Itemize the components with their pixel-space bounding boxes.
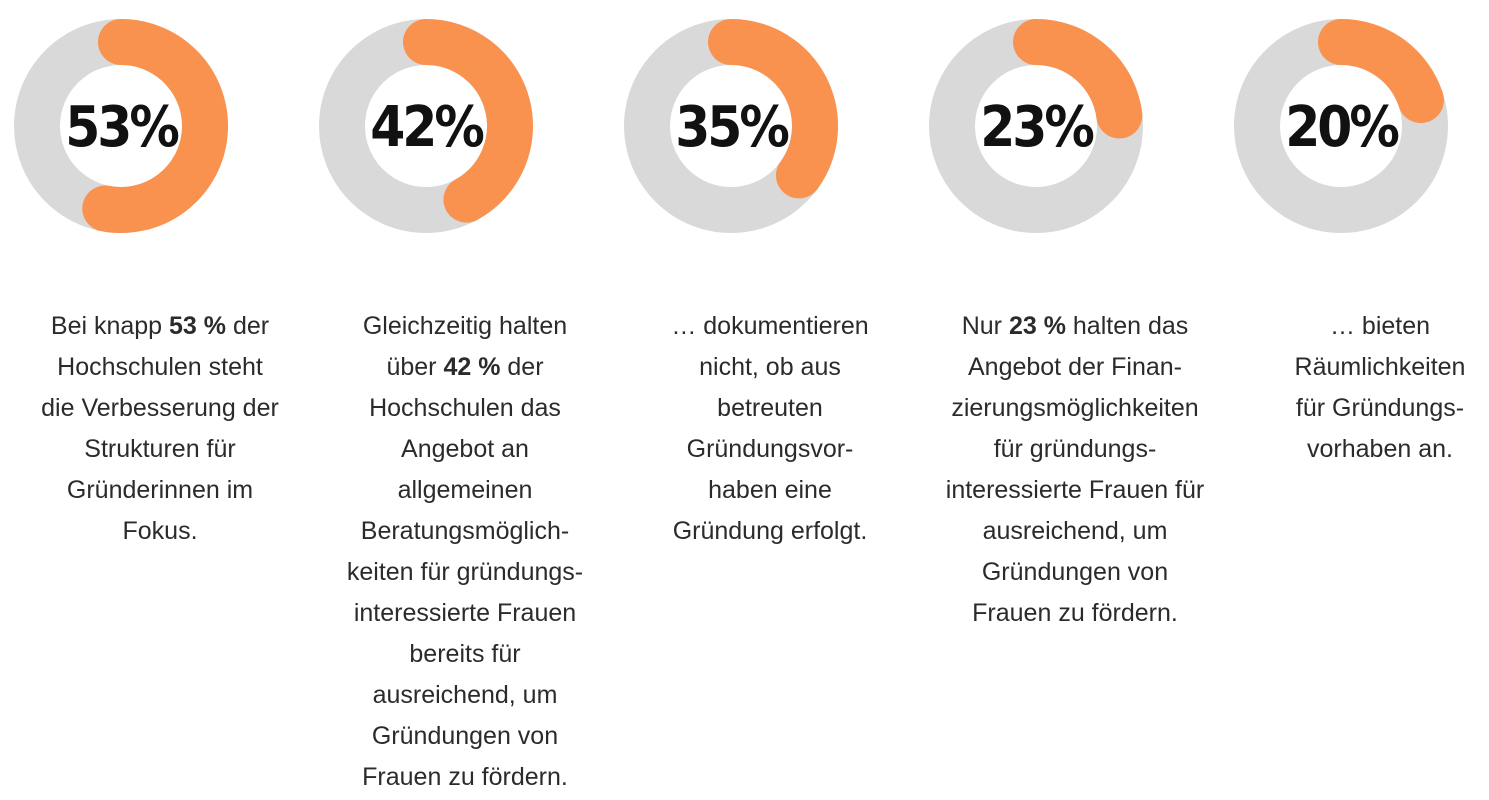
description-line: betreuten (717, 394, 823, 422)
description-line: zierungsmöglichkeiten (951, 394, 1199, 422)
stat-description: … dokumentieren nicht, ob aus betreuten Grü… (625, 306, 915, 552)
description-line: Beratungsmöglich- (360, 517, 570, 545)
description-line: Hochschulen steht (57, 353, 263, 381)
donut-value-arc (82, 19, 228, 233)
description-line: Gründungen von (371, 722, 559, 750)
highlight-value: 23 % (1008, 312, 1066, 340)
description-line: keiten für gründungs- (346, 558, 584, 586)
description-line: ausreichend, um (982, 517, 1168, 545)
donut-chart: 42% (319, 19, 533, 233)
donut-chart: 35% (624, 19, 838, 233)
stat-description: Gleichzeitig halten über 42 % der Hochschu… (320, 306, 610, 798)
stat-column: 53% Bei knapp 53 % der Hochschulen steht di… (14, 0, 305, 800)
description-line: Gründerinnen im (66, 476, 254, 504)
description-line: Bei knapp 53 % der (50, 312, 270, 340)
highlight-value: 42 % (443, 353, 501, 381)
description-line: über 42 % der (386, 353, 544, 381)
donut-chart: 20% (1234, 19, 1448, 233)
description-line: Gleichzeitig halten (362, 312, 568, 340)
percent-label: 42% (370, 95, 483, 160)
description-line: haben eine (708, 476, 832, 504)
stat-description: Bei knapp 53 % der Hochschulen steht die V… (15, 306, 305, 552)
stat-description: Nur 23 % halten das Angebot der Finan-zie… (930, 306, 1220, 634)
description-line: Räumlichkeiten (1294, 353, 1466, 381)
percent-label: 20% (1285, 95, 1398, 160)
description-line: Gründungsvor- (686, 435, 854, 463)
description-line: Nur 23 % halten das (961, 312, 1189, 340)
description-line: Fokus. (122, 517, 198, 545)
donut-chart: 53% (14, 19, 228, 233)
description-line: die Verbesserung der (41, 394, 279, 422)
donut-value-arc (1318, 19, 1444, 124)
donut-value-arc (403, 19, 533, 223)
donut-value-arc (1013, 19, 1143, 139)
description-line: für Gründungs- (1295, 394, 1465, 422)
description-line: Frauen zu fördern. (972, 599, 1178, 627)
stat-column: 42% Gleichzeitig halten über 42 % der Hochs… (319, 0, 610, 800)
description-line: ausreichend, um (372, 681, 558, 709)
description-line: für gründungs- (993, 435, 1157, 463)
description-line: Hochschulen das (369, 394, 561, 422)
description-line: bereits für (409, 640, 521, 668)
description-line: Gründungen von (981, 558, 1169, 586)
percent-label: 35% (675, 95, 788, 160)
description-line: allgemeinen (397, 476, 533, 504)
description-line: interessierte Frauen (353, 599, 577, 627)
percent-label: 23% (980, 95, 1093, 160)
stat-column: 20% … bieten Räumlichkeiten für Gründungs-v… (1234, 0, 1489, 800)
percent-label: 53% (65, 95, 178, 160)
stat-description: … bieten Räumlichkeiten für Gründungs-vorh… (1235, 306, 1489, 470)
description-line: Frauen zu fördern. (362, 763, 568, 791)
donut-value-arc (708, 19, 838, 199)
description-line: … bieten (1329, 312, 1431, 340)
description-line: … dokumentieren (671, 312, 869, 340)
description-line: interessierte Frauen für (945, 476, 1205, 504)
stat-column: 23% Nur 23 % halten das Angebot der Finan-… (929, 0, 1220, 800)
description-line: Gründung erfolgt. (672, 517, 868, 545)
highlight-value: 53 % (169, 312, 227, 340)
stat-column: 35% … dokumentieren nicht, ob aus betreuten… (624, 0, 915, 800)
description-line: Angebot an (401, 435, 529, 463)
description-line: Strukturen für (84, 435, 236, 463)
description-line: nicht, ob aus (699, 353, 841, 381)
donut-chart: 23% (929, 19, 1143, 233)
description-line: vorhaben an. (1307, 435, 1453, 463)
description-line: Angebot der Finan- (967, 353, 1183, 381)
